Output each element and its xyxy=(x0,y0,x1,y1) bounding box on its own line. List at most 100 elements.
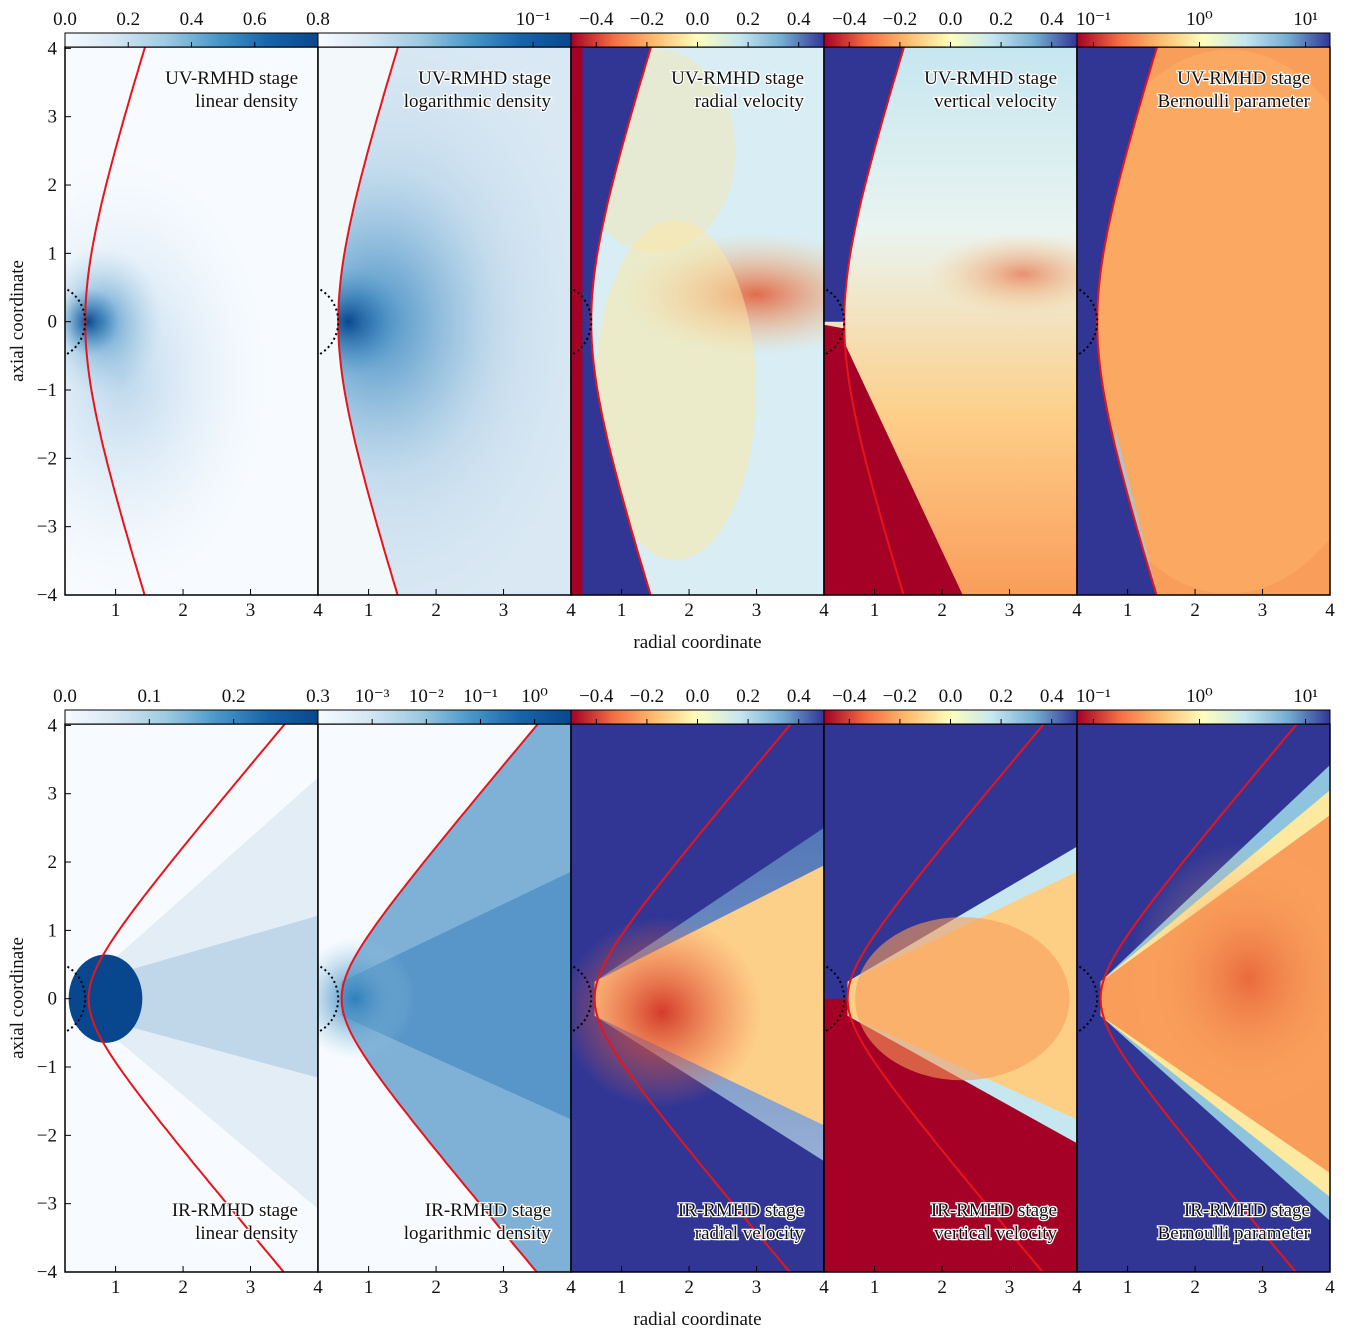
panel-subtitle: logarithmic density xyxy=(404,1223,552,1244)
x-tick-label: 1 xyxy=(1123,1277,1133,1298)
heatmap xyxy=(65,47,318,595)
heatmap xyxy=(318,724,571,1272)
colorbar-tick-label: 0.0 xyxy=(53,9,77,30)
panel: −0.4 −0.2 0.0 0.2 0.4 1 2 3 4 IR-RMHD stagevertic… xyxy=(823,686,1082,1298)
field xyxy=(68,954,143,1043)
panel-subtitle: linear density xyxy=(195,91,298,112)
y-tick-label: −3 xyxy=(37,1194,57,1215)
colorbar-tick-label: 0.3 xyxy=(306,686,330,707)
y-tick-label: 0 xyxy=(48,312,58,333)
x-tick-label: 1 xyxy=(617,1277,627,1298)
separatrix xyxy=(846,724,1046,1272)
colorbar-tick-label: −0.2 xyxy=(630,686,664,707)
panel-title: IR-RMHD stage xyxy=(678,1200,804,1221)
x-tick-label: 3 xyxy=(1005,600,1015,621)
colorbar-tick-label: 0.4 xyxy=(787,686,811,707)
field xyxy=(65,287,119,356)
panel-subtitle: radial velocity xyxy=(695,1223,805,1244)
heatmap xyxy=(1077,47,1330,595)
colorbar-tick-label: 10⁻² xyxy=(409,686,444,707)
y-tick-label: −4 xyxy=(37,585,58,606)
colorbar-tick-label: 10⁻¹ xyxy=(1076,9,1111,30)
x-tick-label: 3 xyxy=(1258,600,1268,621)
x-tick-label: 2 xyxy=(431,600,441,621)
y-tick-label: −3 xyxy=(37,517,57,538)
colorbar-tick-label: 0.2 xyxy=(736,686,760,707)
colorbar-tick-label: 0.0 xyxy=(686,686,710,707)
field xyxy=(88,915,318,1078)
panel-title: IR-RMHD stage xyxy=(172,1200,298,1221)
colorbar-tick-label: 0.1 xyxy=(137,686,161,707)
colorbar-tick-label: 0.0 xyxy=(939,9,963,30)
colorbar-tick-label: 0.4 xyxy=(180,9,204,30)
colorbar-tick-label: 0.0 xyxy=(686,9,710,30)
separatrix xyxy=(87,724,287,1272)
field xyxy=(1077,47,1158,595)
field xyxy=(595,220,756,561)
colorbar-tick-label: 10⁰ xyxy=(1186,9,1213,30)
colorbar-tick-label: 0.2 xyxy=(116,9,140,30)
x-tick-label: 2 xyxy=(1190,1277,1200,1298)
field xyxy=(341,871,571,1120)
panel-title: IR-RMHD stage xyxy=(1184,1200,1310,1221)
panel-title: IR-RMHD stage xyxy=(931,1200,1057,1221)
field xyxy=(844,342,963,595)
heatmap xyxy=(824,47,1077,595)
x-tick-label: 4 xyxy=(1072,1277,1082,1298)
heatmap xyxy=(824,724,1077,1272)
x-tick-label: 2 xyxy=(937,600,947,621)
colorbar xyxy=(64,709,319,725)
colorbar xyxy=(1076,32,1331,48)
x-tick-label: 1 xyxy=(364,600,374,621)
heatmap xyxy=(571,47,824,595)
field xyxy=(1128,842,1330,1115)
colorbar-tick-label: −0.2 xyxy=(883,686,917,707)
x-tick-label: 4 xyxy=(819,1277,829,1298)
y-axis-label: axial coordinate xyxy=(7,260,28,382)
colorbar-tick-label: 0.0 xyxy=(939,686,963,707)
x-tick-label: 1 xyxy=(870,600,880,621)
x-axis-label: radial coordinate xyxy=(633,1309,761,1330)
colorbar-tick-label: 10⁰ xyxy=(521,686,548,707)
heatmap xyxy=(571,724,824,1272)
colorbar-tick-label: 0.2 xyxy=(222,686,246,707)
panel-title: UV-RMHD stage xyxy=(671,68,804,89)
x-tick-label: 1 xyxy=(617,600,627,621)
x-tick-label: 4 xyxy=(819,600,829,621)
x-tick-label: 3 xyxy=(1005,1277,1015,1298)
colorbar-tick-label: 0.4 xyxy=(1040,9,1064,30)
separatrix xyxy=(843,47,906,595)
y-tick-label: −2 xyxy=(37,1125,57,1146)
x-tick-label: 2 xyxy=(178,1277,188,1298)
x-tick-label: 2 xyxy=(684,1277,694,1298)
colorbar-tick-label: 0.0 xyxy=(53,686,77,707)
colorbar-tick-label: 0.4 xyxy=(1040,686,1064,707)
field xyxy=(855,917,1070,1081)
panel-subtitle: vertical velocity xyxy=(934,91,1057,112)
panel-subtitle: Bernoulli parameter xyxy=(1158,1223,1311,1244)
field xyxy=(1077,49,1330,594)
panel-subtitle: logarithmic density xyxy=(404,91,552,112)
y-tick-label: 2 xyxy=(48,175,58,196)
y-tick-label: 3 xyxy=(48,784,58,805)
x-tick-label: 2 xyxy=(431,1277,441,1298)
x-tick-label: 4 xyxy=(1325,600,1335,621)
separatrix xyxy=(84,47,147,595)
colorbar-tick-label: 10⁻¹ xyxy=(516,9,551,30)
panel: 10⁻³ 10⁻² 10⁻¹ 10⁰ 1 2 3 4 IR-RMHD stagelogarith… xyxy=(317,686,576,1298)
field xyxy=(571,47,583,595)
y-tick-label: 4 xyxy=(48,38,58,59)
y-tick-label: 1 xyxy=(48,920,58,941)
field xyxy=(571,917,763,1108)
field xyxy=(318,158,503,485)
y-tick-label: −1 xyxy=(37,1057,57,1078)
colorbar-tick-label: 0.2 xyxy=(989,686,1013,707)
x-tick-label: 2 xyxy=(178,600,188,621)
y-tick-label: −1 xyxy=(37,380,57,401)
colorbar-tick-label: 0.4 xyxy=(787,9,811,30)
x-tick-label: 4 xyxy=(1072,600,1082,621)
x-tick-label: 3 xyxy=(752,1277,762,1298)
panel: −0.4 −0.2 0.0 0.2 0.4 1 2 3 4 UV-RMHD stagevertic… xyxy=(823,9,1082,621)
